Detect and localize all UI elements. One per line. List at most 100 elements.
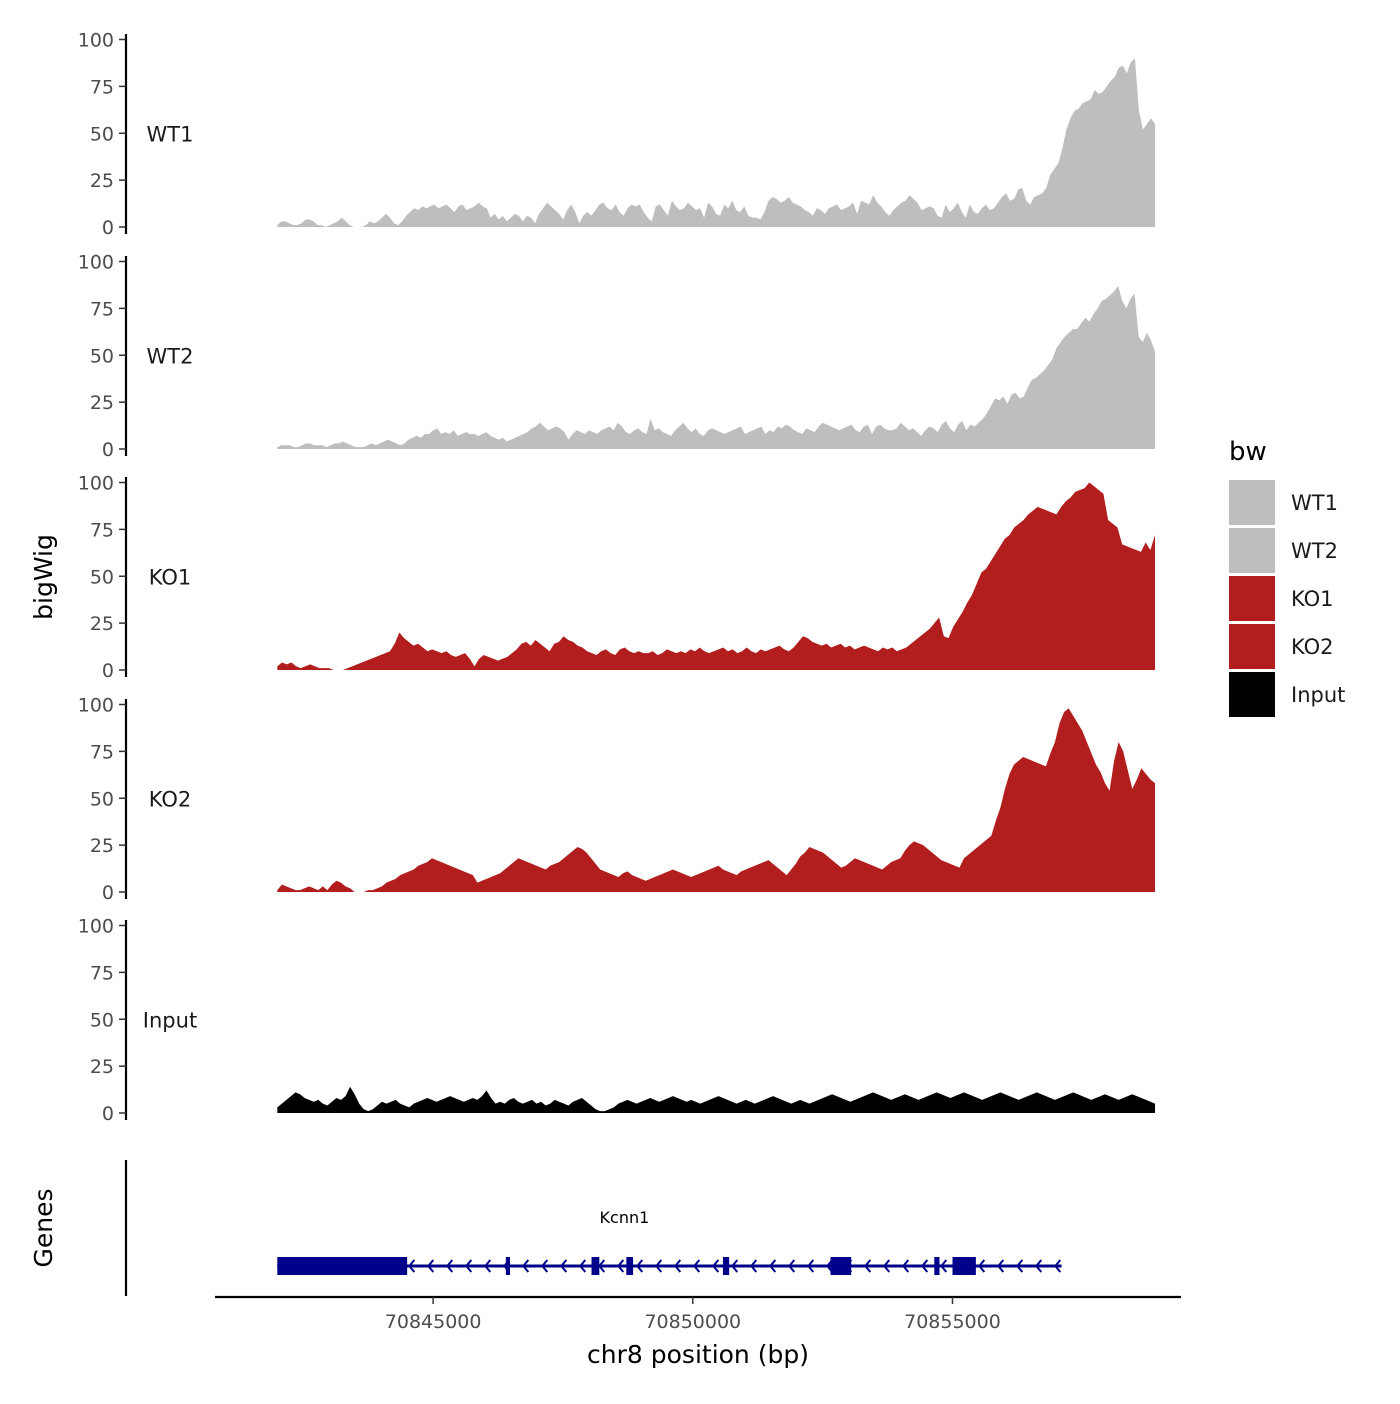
- track-wt2: 0 25 50 75 100 WT2: [78, 252, 1156, 461]
- y-tick-label: 25: [90, 613, 114, 635]
- legend-item-ko1[interactable]: KO1: [1229, 576, 1334, 621]
- area-wt1: [277, 58, 1156, 227]
- strand-arrow: [465, 1259, 473, 1273]
- track-label-input: Input: [143, 1008, 197, 1032]
- y-tick-label: 100: [78, 916, 114, 938]
- y-tick-label: 75: [90, 741, 114, 763]
- gene-exon: [952, 1257, 976, 1275]
- strand-arrow: [902, 1259, 910, 1273]
- strand-arrow: [617, 1259, 625, 1273]
- track-ko2: 0 25 50 75 100 KO2: [78, 695, 1156, 904]
- legend-title: bw: [1229, 437, 1267, 467]
- area-ko2: [277, 708, 1156, 892]
- legend-label: KO1: [1291, 587, 1334, 611]
- y-tick-label: 50: [90, 1009, 114, 1031]
- strand-arrow: [750, 1259, 758, 1273]
- genes-panel-title: Genes: [29, 1188, 58, 1267]
- legend-key: [1229, 672, 1275, 717]
- y-tick-label: 25: [90, 170, 114, 192]
- strand-arrow: [978, 1259, 986, 1273]
- y-tick-label: 0: [102, 217, 114, 239]
- legend: bw WT1 WT2 KO1 KO2 Input: [1229, 437, 1345, 717]
- y-tick-label: 25: [90, 392, 114, 414]
- genes-panel: Kcnn1: [124, 1160, 1062, 1296]
- y-tick-label: 75: [90, 76, 114, 98]
- strand-arrow: [484, 1259, 492, 1273]
- track-label-ko2: KO2: [149, 787, 192, 811]
- legend-label: Input: [1291, 683, 1345, 707]
- strand-arrow: [940, 1259, 948, 1273]
- y-tick-label: 50: [90, 566, 114, 588]
- strand-arrow: [636, 1259, 644, 1273]
- x-axis-title: chr8 position (bp): [587, 1340, 809, 1369]
- gene-exon: [591, 1257, 600, 1275]
- y-tick-label: 75: [90, 519, 114, 541]
- legend-key: [1229, 624, 1275, 669]
- y-tick-label: 0: [102, 439, 114, 461]
- legend-key: [1229, 576, 1275, 621]
- track-ko1: 0 25 50 75 100 KO1: [78, 473, 1156, 682]
- area-ko1: [277, 482, 1156, 670]
- strand-arrow: [997, 1259, 1005, 1273]
- x-tick-label: 70855000: [904, 1311, 1001, 1333]
- strand-arrow: [655, 1259, 663, 1273]
- gene-exon: [934, 1257, 940, 1275]
- strand-arrow: [1035, 1259, 1043, 1273]
- x-tick-label: 70845000: [385, 1311, 482, 1333]
- strand-arrow: [712, 1259, 720, 1273]
- gene-exon: [277, 1257, 408, 1275]
- track-label-wt1: WT1: [147, 122, 194, 146]
- strand-arrow: [731, 1259, 739, 1273]
- strand-arrow: [788, 1259, 796, 1273]
- gene-exon: [626, 1257, 634, 1275]
- track-label-wt2: WT2: [147, 344, 194, 368]
- tracks-group: 0255075100WT10255075100WT20255075100KO10…: [78, 30, 1156, 1125]
- y-tick-label: 0: [102, 882, 114, 904]
- area-wt2: [277, 285, 1156, 449]
- y-tick-label: 50: [90, 123, 114, 145]
- y-tick-label: 25: [90, 835, 114, 857]
- track-label-ko1: KO1: [149, 565, 192, 589]
- x-tick-label: 70850000: [644, 1311, 741, 1333]
- strand-arrow: [579, 1259, 587, 1273]
- legend-key: [1229, 480, 1275, 525]
- gene-name-label[interactable]: Kcnn1: [600, 1208, 650, 1227]
- strand-arrow: [560, 1259, 568, 1273]
- legend-label: KO2: [1291, 635, 1334, 659]
- strand-arrow: [1016, 1259, 1024, 1273]
- y-axis-title: bigWig: [29, 534, 58, 620]
- strand-arrow: [541, 1259, 549, 1273]
- strand-arrow: [522, 1259, 530, 1273]
- strand-arrow: [921, 1259, 929, 1273]
- strand-arrow: [408, 1259, 416, 1273]
- y-tick-label: 100: [78, 252, 114, 274]
- gene-exon: [505, 1257, 510, 1275]
- track-wt1: 0 25 50 75 100 WT1: [78, 30, 1156, 239]
- gene-exon: [722, 1257, 730, 1275]
- strand-arrow: [674, 1259, 682, 1273]
- legend-item-input[interactable]: Input: [1229, 672, 1345, 717]
- legend-item-wt2[interactable]: WT2: [1229, 528, 1338, 573]
- strand-arrow: [769, 1259, 777, 1273]
- strand-arrow: [807, 1259, 815, 1273]
- strand-arrow: [864, 1259, 872, 1273]
- y-tick-label: 50: [90, 788, 114, 810]
- legend-item-ko2[interactable]: KO2: [1229, 624, 1334, 669]
- strand-arrow: [883, 1259, 891, 1273]
- y-tick-label: 0: [102, 660, 114, 682]
- strand-arrow: [1054, 1259, 1062, 1273]
- legend-item-wt1[interactable]: WT1: [1229, 480, 1338, 525]
- legend-key: [1229, 528, 1275, 573]
- track-input: 0 25 50 75 100 Input: [78, 916, 1156, 1125]
- strand-arrow: [427, 1259, 435, 1273]
- legend-label: WT1: [1291, 491, 1338, 515]
- y-tick-label: 25: [90, 1056, 114, 1078]
- legend-label: WT2: [1291, 539, 1338, 563]
- x-axis: 70845000 70850000 70855000: [215, 1295, 1181, 1333]
- y-tick-label: 75: [90, 298, 114, 320]
- strand-arrow: [446, 1259, 454, 1273]
- area-input: [277, 1086, 1156, 1113]
- gene-exon: [830, 1257, 852, 1275]
